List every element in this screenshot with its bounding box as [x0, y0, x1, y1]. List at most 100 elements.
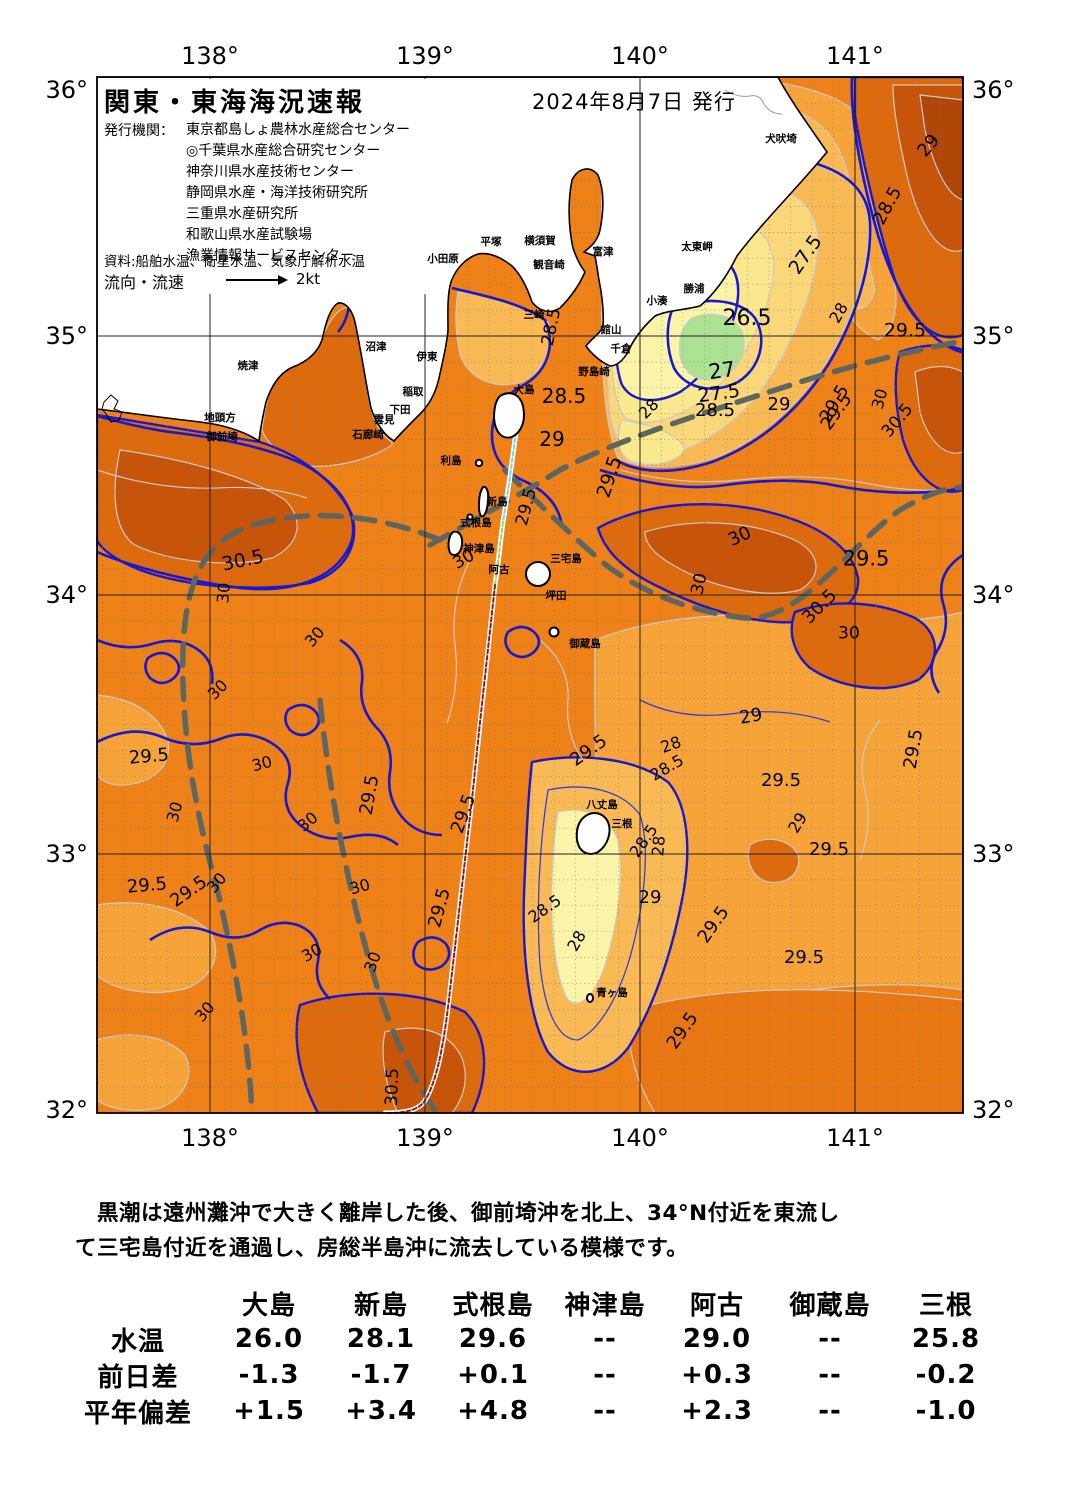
- axis-label-left: 35°: [45, 322, 88, 350]
- table-row-label: 前日差: [97, 1362, 179, 1393]
- place-label: 犬吠埼: [765, 132, 797, 145]
- table-cell: +1.5: [233, 1396, 305, 1426]
- place-label: 利島: [440, 454, 462, 467]
- current-legend-label: 流向・流速: [104, 273, 185, 292]
- contour-label: 28.5: [694, 400, 736, 421]
- issuing-org-line: ◎千葉県水産総合研究センター: [186, 143, 381, 159]
- place-label: 神津島: [463, 542, 495, 555]
- place-label: 観音崎: [533, 258, 565, 271]
- axis-label-left: 32°: [45, 1096, 88, 1124]
- axis-label-bottom: 140°: [611, 1124, 669, 1152]
- table-cell: --: [818, 1324, 842, 1354]
- issue-date: 2024年8月7日 発行: [532, 90, 736, 114]
- table-cell: -1.3: [238, 1360, 300, 1390]
- place-label: 稲取: [402, 385, 424, 398]
- place-label: 阿古: [488, 563, 510, 576]
- axis-label-left: 33°: [45, 840, 88, 868]
- table-cell: 29.0: [682, 1324, 752, 1354]
- table-column-header: 大島: [241, 1290, 296, 1321]
- map-frame: [96, 76, 964, 1114]
- place-label: 八丈島: [586, 798, 618, 811]
- table-cell: +0.3: [681, 1360, 753, 1390]
- axis-label-left: 36°: [45, 76, 88, 104]
- table-column-header: 阿古: [689, 1290, 744, 1321]
- place-label: 横須賀: [524, 234, 556, 247]
- kuroshio-note-line2: て三宅島付近を通過し、房総半島沖に流去している模様です。: [75, 1236, 689, 1261]
- issuing-orgs-label: 発行機関：: [104, 123, 174, 139]
- place-label: 三根: [611, 817, 633, 830]
- place-label: 太東岬: [681, 240, 713, 253]
- table-corner-cell: [63, 1285, 213, 1321]
- contour-label: 29: [737, 704, 765, 729]
- table-column-header: 三根: [918, 1290, 973, 1321]
- place-label: 勝浦: [683, 282, 705, 295]
- issuing-org-line: 東京都島しょ農林水産総合センター: [186, 122, 410, 138]
- kuroshio-note-line1: 黒潮は遠州灘沖で大きく離岸した後、御前埼沖を北上、34°N付近を東流し: [75, 1201, 840, 1226]
- axis-label-bottom: 141°: [826, 1124, 884, 1152]
- table-column-header: 御蔵島: [789, 1290, 871, 1321]
- axis-label-right: 32°: [972, 1096, 1015, 1124]
- place-label: 石廊崎: [352, 428, 384, 441]
- current-arrow-icon: [226, 272, 288, 291]
- place-label: 伊東: [416, 350, 438, 363]
- table-cell: +3.4: [345, 1396, 417, 1426]
- axis-label-top: 139°: [396, 42, 454, 70]
- sst-color-patches: [97, 77, 963, 1113]
- place-label: 三崎: [523, 308, 545, 321]
- place-label: 野島崎: [578, 365, 610, 378]
- tone-river-sketch: [724, 89, 783, 115]
- table-cell: --: [593, 1396, 617, 1426]
- contour-label: 30: [687, 571, 712, 597]
- place-label: 式根島: [460, 516, 492, 529]
- lake-hamana-sketch: [101, 394, 123, 423]
- contour-label: 29.5: [128, 744, 170, 769]
- issuing-org-line: 漁業情報サービスセンター: [186, 248, 354, 264]
- table-column-header: 神津島: [564, 1290, 646, 1321]
- table-cell: --: [593, 1324, 617, 1354]
- place-label: 平塚: [480, 235, 502, 248]
- issuing-orgs-list: 東京都島しょ農林水産総合センター ◎千葉県水産総合研究センター 神奈川県水産技術セン…: [186, 120, 410, 267]
- place-label: 館山: [600, 323, 622, 336]
- ship-track: [382, 429, 519, 1113]
- station-table: 大島 新島 式根島 神津島 阿古 御蔵島 三根 水温 26.0 28.1 29.6 -- 29.0 -- 2…: [63, 1285, 1005, 1429]
- contour-label: 28.5: [541, 384, 587, 408]
- place-label: 小湊: [646, 294, 668, 307]
- table-row-label: 平年偏差: [83, 1398, 192, 1429]
- contour-label: 29.5: [126, 873, 168, 898]
- contour-label: 29.5: [783, 947, 825, 968]
- table-cell: --: [818, 1396, 842, 1426]
- table-cell: 26.0: [234, 1324, 304, 1354]
- issuing-org-line: 神奈川県水産技術センター: [186, 164, 354, 180]
- place-label: 焼津: [237, 359, 259, 372]
- table-cell: -1.7: [350, 1360, 412, 1390]
- place-label: 新島: [486, 495, 508, 508]
- place-label: 大島: [513, 383, 535, 396]
- contour-label: 29: [767, 394, 791, 415]
- title-backing: [99, 79, 443, 294]
- axis-label-right: 35°: [972, 322, 1015, 350]
- place-label: 坪田: [545, 589, 567, 602]
- page-title: 関東・東海海況速報: [104, 88, 366, 118]
- table-cell: --: [593, 1360, 617, 1390]
- issuing-org-line: 静岡県水産・海洋技術研究所: [186, 185, 368, 201]
- issuing-org-line: 和歌山県水産試験場: [186, 227, 312, 243]
- place-label: 雲見: [373, 413, 395, 426]
- axis-label-right: 36°: [972, 76, 1015, 104]
- place-label: 御蔵島: [569, 637, 601, 650]
- place-label: 御前埼: [206, 430, 238, 443]
- place-label: 下田: [389, 403, 411, 416]
- data-source-line: 資料:船舶水温、衛星水温、気象庁解析水温: [104, 254, 366, 270]
- table-column-header: 式根島: [452, 1290, 534, 1321]
- place-label: 青ヶ島: [596, 986, 628, 999]
- table-cell: -0.2: [915, 1360, 977, 1390]
- axis-label-top: 138°: [181, 42, 239, 70]
- axis-label-bottom: 138°: [181, 1124, 239, 1152]
- contour-label: 26.5: [722, 306, 772, 331]
- axis-label-left: 34°: [45, 581, 88, 609]
- place-label: 地頭方: [204, 411, 236, 424]
- contour-label: 29: [638, 887, 662, 908]
- place-label: 千倉: [610, 342, 632, 355]
- place-label: 富津: [592, 245, 614, 258]
